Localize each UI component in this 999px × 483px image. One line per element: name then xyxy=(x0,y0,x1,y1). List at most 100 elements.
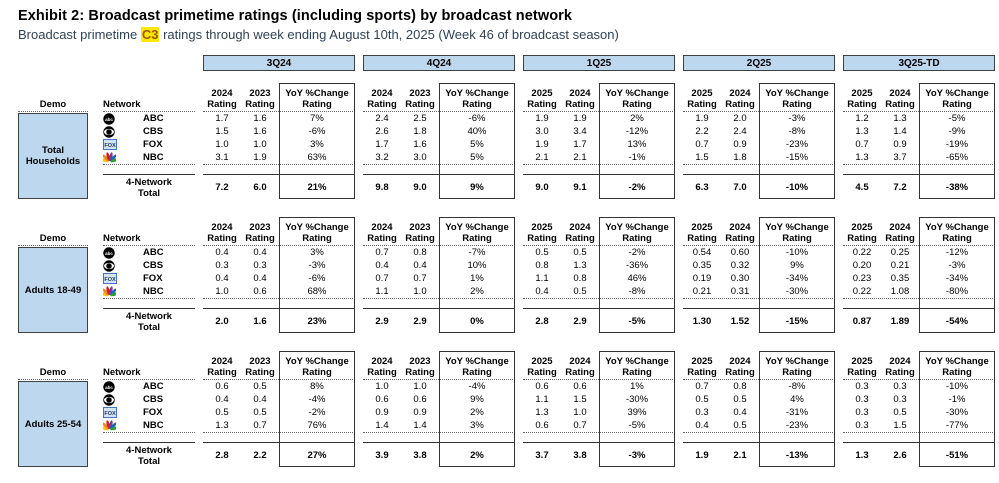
total-row: 1.30 1.52 -15% xyxy=(683,308,835,333)
four-network-total-label: 4-Network Total xyxy=(103,308,195,333)
total-row: 4.5 7.2 -38% xyxy=(843,174,995,199)
rating-cell: 0.7 xyxy=(855,139,869,150)
table-row: 0.4 0.5 -23% xyxy=(683,419,835,432)
table-row: 0.35 0.32 9% xyxy=(683,259,835,272)
quarter-group-3q25-td: 2025 Rating 2024 Rating YoY %Change Rating 0.3… xyxy=(843,348,995,467)
table-row: 0.4 0.4 -4% xyxy=(203,393,355,406)
rating-cell: 0.3 xyxy=(855,407,869,418)
total-rating-cell: 2.8 xyxy=(535,315,549,327)
rating-cell: 0.60 xyxy=(730,247,750,258)
year-column-header: 2025 Rating xyxy=(683,214,721,245)
year-label: 2023 xyxy=(409,222,431,233)
quarter-group-2q25: 2025 Rating 2024 Rating YoY %Change Rating 1.9… xyxy=(683,80,835,199)
svg-text:FOX: FOX xyxy=(104,143,116,149)
abc-logo-icon: abc xyxy=(103,112,119,125)
table-row: 1.0 1.0 -4% xyxy=(363,380,515,393)
quarter-group-1q25: 2025 Rating 2024 Rating YoY %Change Rating 0.5… xyxy=(523,214,675,333)
yoy-cell: -36% xyxy=(625,260,649,271)
rating-cell: 0.35 xyxy=(692,260,712,271)
rating-label: Rating xyxy=(782,233,812,244)
network-row-abc: abc ABC xyxy=(103,112,195,125)
rating-label: Rating xyxy=(885,367,915,378)
quarter-group-1q25: 2025 Rating 2024 Rating YoY %Change Rating 1.9… xyxy=(523,80,675,199)
rating-cell: 0.7 xyxy=(695,381,709,392)
row-gap xyxy=(203,165,355,174)
row-gap xyxy=(103,299,195,308)
total-yoy-cell: -15% xyxy=(785,315,809,327)
rating-label: Rating xyxy=(847,367,877,378)
total-rating-cell: 2.9 xyxy=(375,315,389,327)
table-row: 0.7 0.8 -7% xyxy=(363,246,515,259)
table-row: 3.1 1.9 63% xyxy=(203,151,355,164)
rating-cell: 3.2 xyxy=(375,152,389,163)
yoy-cell: 9% xyxy=(470,394,484,405)
yoy-cell: -3% xyxy=(308,260,326,271)
table-row: 0.20 0.21 -3% xyxy=(843,259,995,272)
demo-column: Demo Adults 18-49 xyxy=(18,214,88,333)
total-rating-cell: 6.3 xyxy=(695,181,709,193)
yoy-cell: 8% xyxy=(310,381,324,392)
yoy-column-header: YoY %Change Rating xyxy=(759,348,835,379)
rating-cell: 0.35 xyxy=(890,273,910,284)
year-label: 2023 xyxy=(249,88,271,99)
rating-label: Rating xyxy=(687,99,717,110)
abc-logo-icon: abc xyxy=(103,246,119,259)
group-data-rows: 0.5 0.5 -2% 0.8 1.3 -36% 1.1 0.8 46% 0.4 0.5 -8% xyxy=(523,246,675,299)
total-rating-cell: 0.87 xyxy=(852,315,872,327)
rating-cell: 1.1 xyxy=(535,273,549,284)
total-rating-cell: 1.52 xyxy=(730,315,750,327)
year-column-header: 2024 Rating xyxy=(561,214,599,245)
quarter-group-3q25-td: 2025 Rating 2024 Rating YoY %Change Rating 1.2… xyxy=(843,80,995,199)
rating-cell: 0.8 xyxy=(413,247,427,258)
rating-cell: 1.4 xyxy=(375,420,389,431)
rating-label: Rating xyxy=(942,233,972,244)
yoy-cell: -5% xyxy=(948,113,966,124)
year-label: 2024 xyxy=(569,356,591,367)
yoy-cell: -23% xyxy=(785,139,809,150)
rating-cell: 0.21 xyxy=(890,260,910,271)
quarter-group-2q25: 2025 Rating 2024 Rating YoY %Change Rating 0.7… xyxy=(683,348,835,467)
rating-cell: 1.4 xyxy=(893,126,907,137)
yoy-column-header: YoY %Change Rating xyxy=(599,80,675,111)
total-row: 2.8 2.2 27% xyxy=(203,442,355,467)
total-label-line2: Total xyxy=(138,322,160,333)
rating-cell: 3.0 xyxy=(413,152,427,163)
rating-cell: 1.0 xyxy=(375,381,389,392)
yoy-column-header: YoY %Change Rating xyxy=(279,348,355,379)
rating-label: Rating xyxy=(245,99,275,110)
total-rating-cell: 1.89 xyxy=(890,315,910,327)
table-row: 0.54 0.60 -10% xyxy=(683,246,835,259)
cbs-eye-icon xyxy=(103,125,119,138)
total-row: 6.3 7.0 -10% xyxy=(683,174,835,199)
rating-cell: 2.1 xyxy=(535,152,549,163)
row-gap xyxy=(683,165,835,174)
rating-cell: 0.4 xyxy=(695,420,709,431)
group-column-headers: 2024 Rating 2023 Rating YoY %Change Rating xyxy=(203,80,355,112)
year-label: 2024 xyxy=(569,88,591,99)
yoy-label: YoY %Change xyxy=(605,356,669,367)
year-column-header: 2023 Rating xyxy=(401,214,439,245)
total-row: 2.0 1.6 23% xyxy=(203,308,355,333)
total-yoy-cell: -13% xyxy=(785,449,809,461)
group-data-rows: 1.9 2.0 -3% 2.2 2.4 -8% 0.7 0.9 -23% 1.5 1.8 -15% xyxy=(683,112,835,165)
total-row: 0.87 1.89 -54% xyxy=(843,308,995,333)
table-row: 0.22 1.08 -80% xyxy=(843,285,995,298)
rating-cell: 1.9 xyxy=(695,113,709,124)
year-label: 2025 xyxy=(851,356,873,367)
total-rating-cell: 1.30 xyxy=(692,315,712,327)
network-label: CBS xyxy=(143,126,164,137)
rating-cell: 0.7 xyxy=(695,139,709,150)
total-row: 2.9 2.9 0% xyxy=(363,308,515,333)
table-row: 0.7 0.8 -8% xyxy=(683,380,835,393)
quarter-header-1q25: 1Q25 xyxy=(523,55,675,71)
rating-cell: 0.5 xyxy=(695,394,709,405)
group-data-rows: 1.9 1.9 2% 3.0 3.4 -12% 1.9 1.7 13% 2.1 2.1 -1% xyxy=(523,112,675,165)
yoy-cell: 1% xyxy=(470,273,484,284)
group-column-headers: 2024 Rating 2023 Rating YoY %Change Rating xyxy=(363,80,515,112)
yoy-cell: -19% xyxy=(945,139,969,150)
rating-cell: 0.3 xyxy=(253,260,267,271)
exhibit-title: Exhibit 2: Broadcast primetime ratings (… xyxy=(18,8,573,24)
yoy-cell: 3% xyxy=(310,139,324,150)
rating-cell: 1.6 xyxy=(253,113,267,124)
rating-cell: 1.3 xyxy=(893,113,907,124)
